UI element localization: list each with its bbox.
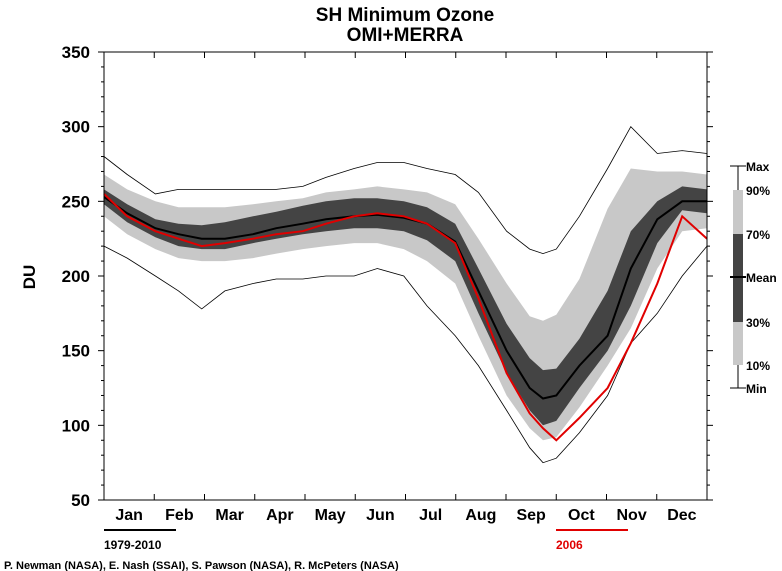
climatology-label: 1979-2010	[104, 538, 162, 552]
min-line	[103, 245, 708, 464]
y-tick-label: 50	[71, 491, 90, 510]
legend-label: Mean	[746, 271, 777, 285]
month-label: Oct	[568, 507, 595, 524]
y-tick-label: 200	[62, 267, 90, 286]
month-label: Sep	[516, 507, 546, 524]
y-tick-label: 350	[62, 43, 90, 62]
credit-text: P. Newman (NASA), E. Nash (SSAI), S. Paw…	[4, 560, 399, 571]
month-label: Jan	[115, 507, 143, 524]
legend-label: Min	[746, 382, 767, 396]
series-lines	[103, 126, 708, 464]
y-tick-label: 250	[62, 192, 90, 211]
month-label: Feb	[165, 507, 194, 524]
max-line	[103, 126, 708, 255]
month-label: May	[315, 507, 346, 524]
month-label: Dec	[667, 507, 696, 524]
month-label: Mar	[215, 507, 243, 524]
year-2006-line	[103, 193, 708, 442]
year-label: 2006	[556, 538, 583, 552]
month-label: Nov	[617, 507, 647, 524]
legend-label: 10%	[746, 359, 770, 373]
chart-subtitle: OMI+MERRA	[347, 25, 464, 46]
legend-label: Max	[746, 160, 770, 174]
month-label: Jun	[366, 507, 394, 524]
month-label: Apr	[266, 507, 294, 524]
y-tick-label: 300	[62, 118, 90, 137]
legend-label: 90%	[746, 184, 770, 198]
y-tick-label: 100	[62, 416, 90, 435]
legend-label: 70%	[746, 228, 770, 242]
axes: 50 100 150 200 250 300 350 Jan Feb Mar Apr May Jun Ju…	[62, 43, 713, 524]
legend: Max 90% 70% Mean 30% 10% Min	[730, 160, 777, 396]
chart-title: SH Minimum Ozone	[316, 5, 494, 26]
month-label: Jul	[419, 507, 442, 524]
y-tick-label: 150	[62, 342, 90, 361]
legend-label: 30%	[746, 316, 770, 330]
percentile-bands	[104, 168, 707, 441]
y-axis-label: DU	[20, 265, 39, 290]
month-label: Aug	[465, 507, 496, 524]
